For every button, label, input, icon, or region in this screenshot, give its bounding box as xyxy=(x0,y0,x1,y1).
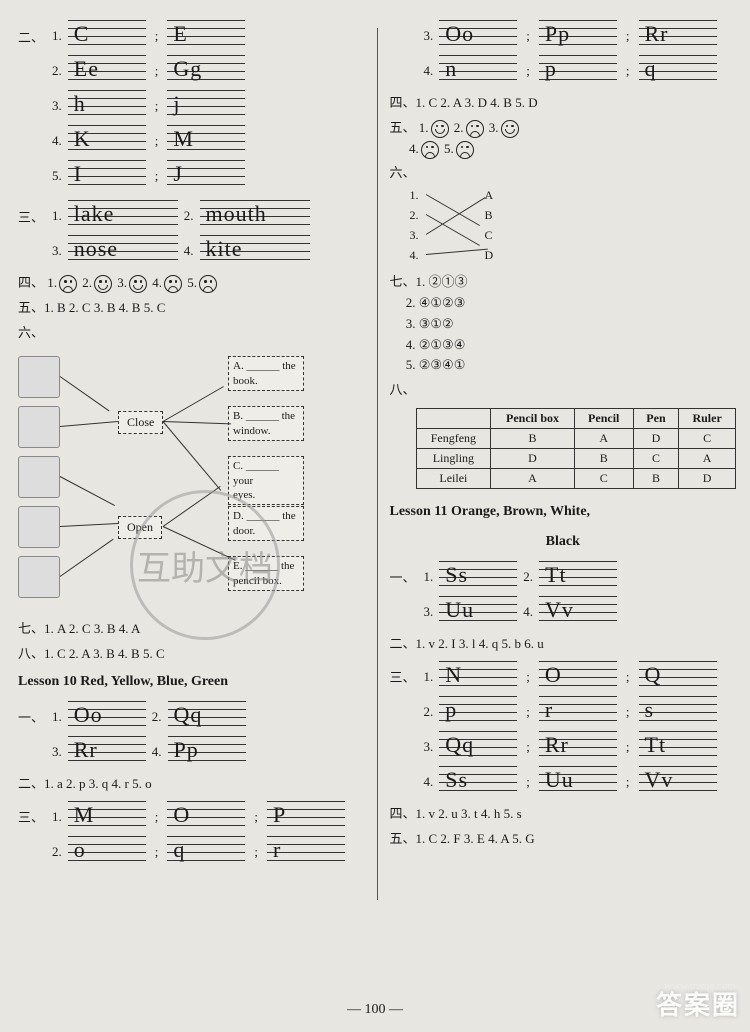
close-box: Close xyxy=(118,411,163,434)
img-2 xyxy=(18,406,60,448)
slot: C xyxy=(68,19,146,53)
section-5: 五、1. B 2. C 3. B 4. B 5. C xyxy=(18,298,365,319)
r-sec5: 五、 1. 2. 3. 4. 5. xyxy=(390,118,737,160)
cross-match: 1. 2. 3. 4. A B C D xyxy=(410,188,510,268)
l10-sec2: 二、1. a 2. p 3. q 4. r 5. o xyxy=(18,774,365,795)
page-number: — 100 — xyxy=(0,1002,750,1018)
sec2-label: 二、 xyxy=(18,27,46,46)
r-sec7: 七、1. ②①③ 2. ④①②③ 3. ③①② 4. ②①③④ 5. ②③④① xyxy=(390,272,737,376)
sec8-table: Pencil boxPencilPenRuler FengfengBADC Li… xyxy=(416,408,737,489)
lesson-11-title2: Black xyxy=(390,534,737,550)
l10-sec3: 三、 1. M; O; P 2. o; q; r xyxy=(18,799,365,870)
box-c: C. ______ youreyes. xyxy=(228,456,304,505)
section-3: 三、 1. lake 2. mouth 3. nose 4. kite xyxy=(18,198,365,269)
happy-face-icon xyxy=(94,275,112,293)
section-4: 四、 1. 2. 3. 4. 5. xyxy=(18,273,365,294)
l11-sec5: 五、1. C 2. F 3. E 4. A 5. G xyxy=(390,829,737,850)
img-5 xyxy=(18,556,60,598)
img-1 xyxy=(18,356,60,398)
box-e: E. ______ thepencil box. xyxy=(228,556,304,591)
box-d: D. ______ thedoor. xyxy=(228,506,304,541)
cont-sec3: 3. Oo; Pp; Rr 4. n; p; q xyxy=(390,18,737,89)
l11-sec3: 三、 1. N; O; Q 2. p; r; s 3. Qq; Rr; Tt 4… xyxy=(390,659,737,800)
open-box: Open xyxy=(118,516,162,539)
r-sec6: 六、 xyxy=(390,163,737,184)
r-sec4: 四、1. C 2. A 3. D 4. B 5. D xyxy=(390,93,737,114)
section-8: 八、1. C 2. A 3. B 4. B 5. C xyxy=(18,644,365,665)
box-b: B. ______ thewindow. xyxy=(228,406,304,441)
lesson-10-title: Lesson 10 Red, Yellow, Blue, Green xyxy=(18,674,365,690)
left-column: 二、 1. C ; E 2. Ee; Gg 3. h; j 4. K; M xyxy=(18,18,365,920)
lesson-11-title: Lesson 11 Orange, Brown, White, xyxy=(390,504,737,520)
column-divider xyxy=(377,28,378,900)
box-a: A. ______ thebook. xyxy=(228,356,304,391)
section-2: 二、 1. C ; E 2. Ee; Gg 3. h; j 4. K; M xyxy=(18,18,365,194)
right-column: 3. Oo; Pp; Rr 4. n; p; q 四、1. C 2. A 3. … xyxy=(390,18,737,920)
l10-sec1: 一、 1. Oo 2. Qq 3. Rr 4. Pp xyxy=(18,699,365,770)
matching-diagram: Close Open A. ______ thebook. B. ______ … xyxy=(18,351,338,611)
section-7: 七、1. A 2. C 3. B 4. A xyxy=(18,619,365,640)
img-4 xyxy=(18,506,60,548)
l11-sec1: 一、 1. Ss 2. Tt 3. Uu 4. Vv xyxy=(390,559,737,630)
section-6-label: 六、 xyxy=(18,323,365,344)
img-3 xyxy=(18,456,60,498)
l11-sec4: 四、1. v 2. u 3. t 4. h 5. s xyxy=(390,804,737,825)
watermark-url: www.mxqe.com xyxy=(664,980,736,992)
r-sec8-label: 八、 xyxy=(390,380,737,401)
sad-face-icon xyxy=(59,275,77,293)
l11-sec2: 二、1. v 2. I 3. l 4. q 5. b 6. u xyxy=(390,634,737,655)
